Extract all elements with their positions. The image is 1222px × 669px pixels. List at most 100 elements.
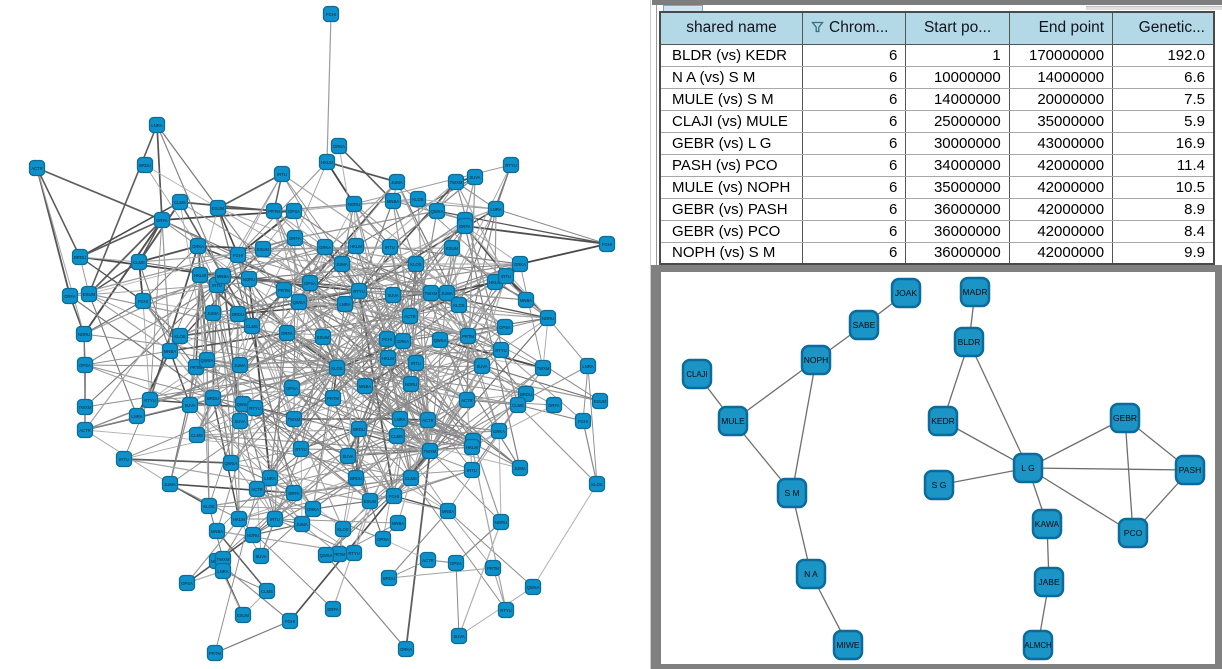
svg-text:RTYU: RTYU: [353, 289, 364, 294]
svg-text:GRKA: GRKA: [514, 262, 526, 267]
svg-text:CLMS: CLMS: [405, 476, 417, 481]
svg-text:FGHI: FGHI: [578, 419, 588, 424]
svg-text:IRTU: IRTU: [212, 283, 222, 288]
svg-text:ACTR: ACTR: [31, 166, 42, 171]
svg-text:ESUM: ESUM: [446, 246, 459, 251]
svg-text:JUMA: JUMA: [391, 180, 403, 185]
svg-text:DRFA: DRFA: [156, 218, 167, 223]
svg-text:IRTU: IRTU: [501, 274, 511, 279]
svg-text:TWXM: TWXM: [79, 405, 92, 410]
svg-text:JUMA: JUMA: [441, 291, 453, 296]
svg-text:ESUM: ESUM: [257, 247, 270, 252]
svg-text:CLMS: CLMS: [261, 589, 273, 594]
svg-text:MNBA: MNBA: [217, 274, 229, 279]
svg-text:SUVA: SUVA: [387, 293, 398, 298]
svg-text:HKLM: HKLM: [233, 517, 245, 522]
svg-text:MULE: MULE: [721, 416, 745, 426]
svg-text:RTYU: RTYU: [505, 163, 516, 168]
svg-text:TWXM: TWXM: [537, 366, 550, 371]
svg-text:JABE: JABE: [1038, 577, 1060, 587]
svg-text:IRTU: IRTU: [411, 361, 421, 366]
svg-text:QWSA: QWSA: [527, 585, 540, 590]
svg-text:ALMCH: ALMCH: [1024, 641, 1051, 650]
svg-text:CLMS: CLMS: [391, 434, 403, 439]
svg-text:KLOS: KLOS: [591, 482, 602, 487]
svg-text:JOAK: JOAK: [895, 288, 918, 298]
svg-text:MNBA: MNBA: [211, 529, 223, 534]
svg-text:CLAJI: CLAJI: [686, 370, 707, 379]
svg-text:ACTR: ACTR: [404, 314, 415, 319]
svg-text:CLMS: CLMS: [191, 433, 203, 438]
svg-text:LNRA: LNRA: [131, 414, 142, 419]
svg-text:RTYU: RTYU: [495, 348, 506, 353]
svg-text:GRKA: GRKA: [307, 507, 319, 512]
svg-text:DRFA: DRFA: [289, 236, 300, 241]
svg-text:CLMS: CLMS: [174, 200, 186, 205]
svg-text:OPSA: OPSA: [288, 209, 300, 214]
svg-text:SUVA: SUVA: [184, 403, 195, 408]
svg-text:HKLM: HKLM: [466, 445, 478, 450]
svg-text:ESUM: ESUM: [594, 399, 607, 404]
svg-text:MNBA: MNBA: [387, 199, 399, 204]
svg-text:KLOS: KLOS: [337, 527, 348, 532]
svg-text:ESUM: ESUM: [364, 499, 377, 504]
svg-text:SUVA: SUVA: [469, 175, 480, 180]
svg-text:IRTU: IRTU: [385, 245, 395, 250]
svg-text:MNBA: MNBA: [520, 298, 532, 303]
svg-text:GEBR: GEBR: [1113, 413, 1137, 423]
svg-text:JUMA: JUMA: [336, 262, 348, 267]
svg-text:CLMS: CLMS: [246, 324, 258, 329]
svg-text:FGHI: FGHI: [285, 619, 295, 624]
svg-text:KLOS: KLOS: [412, 197, 423, 202]
svg-text:KLOS: KLOS: [203, 504, 214, 509]
svg-text:RTYU: RTYU: [348, 551, 359, 556]
svg-text:QWSA: QWSA: [320, 553, 333, 558]
svg-text:JUMA: JUMA: [514, 466, 526, 471]
svg-text:FGHI: FGHI: [233, 253, 243, 258]
svg-text:JUMA: JUMA: [296, 522, 308, 527]
svg-text:BRDU: BRDU: [207, 396, 219, 401]
svg-text:MNBA: MNBA: [164, 349, 176, 354]
svg-text:ESUM: ESUM: [212, 206, 225, 211]
svg-text:MADR: MADR: [962, 287, 987, 297]
svg-text:SUVA: SUVA: [255, 554, 266, 559]
svg-text:PRTM: PRTM: [487, 566, 499, 571]
svg-text:TWXM: TWXM: [425, 291, 438, 296]
svg-text:BRDU: BRDU: [353, 427, 365, 432]
svg-text:GRKA: GRKA: [397, 339, 409, 344]
svg-text:NORU: NORU: [247, 533, 259, 538]
svg-text:JUMA: JUMA: [207, 311, 219, 316]
svg-text:OPSA: OPSA: [499, 325, 511, 330]
svg-text:HKLM: HKLM: [382, 356, 394, 361]
svg-text:PRTM: PRTM: [333, 552, 345, 557]
svg-text:HKLM: HKLM: [350, 244, 362, 249]
svg-text:PRTM: PRTM: [190, 365, 202, 370]
svg-text:BRDU: BRDU: [520, 392, 532, 397]
svg-text:TWXM: TWXM: [450, 180, 463, 185]
svg-text:OPSA: OPSA: [181, 581, 193, 586]
svg-text:ESUM: ESUM: [83, 292, 96, 297]
svg-text:LNRA: LNRA: [582, 364, 593, 369]
svg-text:FGHI: FGHI: [602, 242, 612, 247]
svg-text:RTYU: RTYU: [249, 406, 260, 411]
svg-text:IRTU: IRTU: [119, 457, 129, 462]
svg-text:HKLM: HKLM: [194, 273, 206, 278]
svg-text:ACTR: ACTR: [79, 428, 90, 433]
svg-text:SUVA: SUVA: [453, 634, 464, 639]
svg-text:N A: N A: [804, 569, 818, 579]
svg-text:JUMA: JUMA: [234, 363, 246, 368]
svg-text:GRKA: GRKA: [400, 647, 412, 652]
svg-text:KLOS: KLOS: [174, 334, 185, 339]
svg-text:QWSA: QWSA: [237, 402, 250, 407]
svg-text:IRTU: IRTU: [277, 172, 287, 177]
svg-text:OPSA: OPSA: [450, 561, 462, 566]
svg-text:OPSA: OPSA: [304, 281, 316, 286]
svg-text:QWSA: QWSA: [201, 358, 214, 363]
svg-text:DRFA: DRFA: [288, 491, 299, 496]
svg-text:FGHI: FGHI: [382, 337, 392, 342]
svg-text:DRFA: DRFA: [459, 224, 470, 229]
svg-text:LNRA: LNRA: [394, 417, 405, 422]
svg-text:LNRA: LNRA: [217, 569, 228, 574]
svg-text:JUMA: JUMA: [164, 482, 176, 487]
svg-text:PRTM: PRTM: [209, 651, 221, 656]
